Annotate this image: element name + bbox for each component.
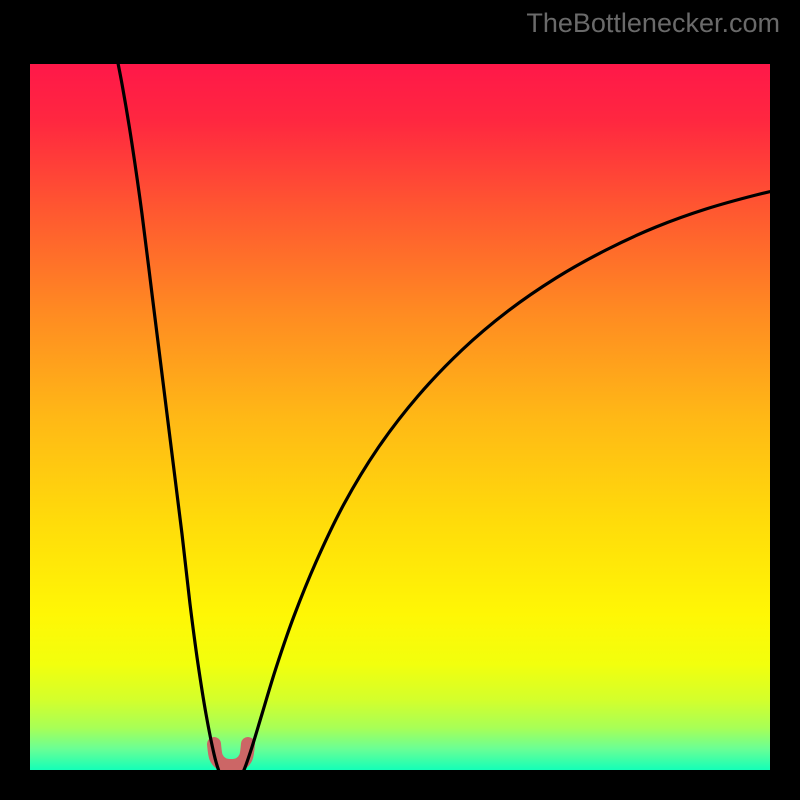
figure-root: TheBottlenecker.com: [0, 0, 800, 800]
curve-left-branch: [112, 64, 231, 770]
plot-svg-layer: [30, 64, 770, 770]
watermark-text: TheBottlenecker.com: [526, 8, 780, 39]
curve-right-branch: [231, 185, 770, 770]
plot-area: [30, 64, 770, 770]
nadir-marker: [214, 744, 248, 766]
